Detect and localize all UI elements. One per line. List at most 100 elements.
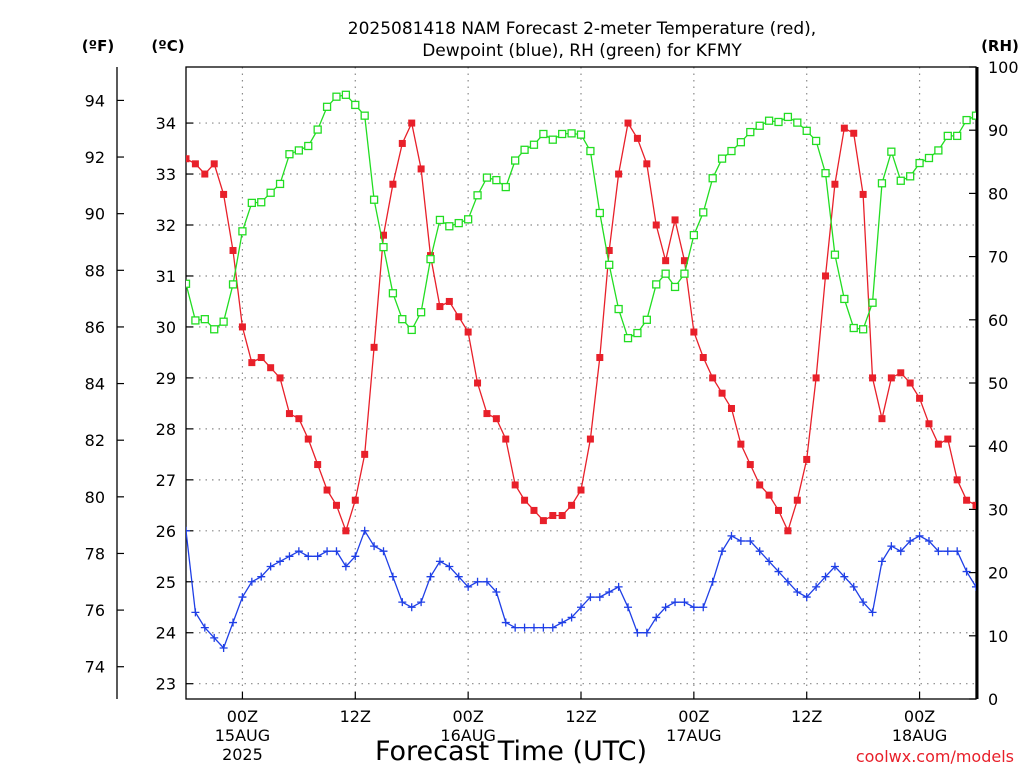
rh-point bbox=[868, 298, 877, 307]
dewpoint-point bbox=[718, 547, 727, 556]
rh-point bbox=[407, 325, 416, 335]
rh-point bbox=[416, 308, 426, 317]
rh-point bbox=[435, 215, 445, 225]
rh-tick-label: 0 bbox=[988, 690, 998, 709]
dewpoint-point bbox=[586, 593, 595, 602]
dewpoint-point bbox=[445, 562, 454, 571]
time-tick-hour-label: 00Z bbox=[678, 707, 709, 726]
rh-point bbox=[275, 179, 285, 189]
temperature-point bbox=[314, 461, 322, 469]
rh-point bbox=[398, 315, 407, 324]
temperature-point bbox=[492, 415, 500, 423]
temperature-point bbox=[530, 506, 538, 514]
temperature-point bbox=[257, 354, 265, 362]
temperature-point bbox=[351, 496, 359, 504]
rh-point bbox=[558, 129, 567, 139]
temperature-point bbox=[671, 216, 679, 224]
temperature-point bbox=[342, 527, 350, 535]
dewpoint-point bbox=[699, 603, 708, 612]
dewpoint-point bbox=[276, 557, 285, 566]
dewpoint-point bbox=[671, 598, 680, 607]
rh-tick-label: 70 bbox=[988, 248, 1008, 267]
dewpoint-point bbox=[229, 618, 238, 627]
rh-point bbox=[953, 131, 962, 141]
rh-tick-label: 30 bbox=[988, 500, 1008, 519]
fahrenheit-tick-label: 80 bbox=[85, 488, 105, 507]
temperature-point bbox=[295, 415, 303, 423]
celsius-tick-label: 23 bbox=[156, 675, 176, 694]
dewpoint-point bbox=[379, 547, 388, 556]
dewpoint-point bbox=[849, 582, 858, 591]
chart-subtitle: Dewpoint (blue), RH (green) for KFMY bbox=[422, 41, 742, 61]
rh-point bbox=[840, 294, 849, 304]
temperature-point bbox=[709, 374, 717, 382]
temperature-point bbox=[775, 506, 782, 514]
dewpoint-point bbox=[595, 593, 604, 602]
rh-point bbox=[887, 147, 896, 156]
temperature-point bbox=[511, 481, 519, 489]
celsius-tick-label: 27 bbox=[156, 471, 176, 490]
dewpoint-point bbox=[887, 542, 896, 551]
rh-point bbox=[322, 102, 332, 111]
fahrenheit-tick-label: 90 bbox=[85, 205, 105, 224]
celsius-tick-label: 34 bbox=[156, 114, 176, 133]
rh-tick-label: 90 bbox=[988, 121, 1008, 140]
rh-series bbox=[186, 90, 976, 343]
dewpoint-point bbox=[520, 623, 529, 632]
rh-point bbox=[802, 126, 811, 135]
fahrenheit-tick-label: 86 bbox=[85, 318, 105, 337]
temperature-point bbox=[887, 374, 895, 382]
rh-point bbox=[821, 169, 830, 178]
temperature-point bbox=[267, 364, 275, 372]
rh-point bbox=[351, 100, 360, 110]
dewpoint-point bbox=[567, 613, 576, 622]
rh-point bbox=[783, 112, 793, 122]
temperature-point bbox=[285, 410, 293, 418]
temperature-point bbox=[897, 369, 905, 377]
time-tick-year-label: 2025 bbox=[222, 745, 263, 764]
rh-point bbox=[962, 115, 971, 125]
temperature-point bbox=[238, 323, 246, 331]
rh-point bbox=[388, 289, 398, 298]
dewpoint-point bbox=[765, 557, 774, 566]
rh-point bbox=[670, 282, 680, 292]
temperature-point bbox=[615, 170, 623, 178]
temperature-point bbox=[201, 170, 209, 178]
temperature-point bbox=[398, 139, 406, 147]
rh-point bbox=[858, 325, 868, 334]
temperature-point bbox=[483, 410, 491, 418]
celsius-tick-label: 33 bbox=[156, 165, 176, 184]
dewpoint-point bbox=[539, 623, 548, 632]
dewpoint-point bbox=[548, 623, 557, 632]
temperature-point bbox=[756, 481, 764, 489]
temperature-point bbox=[191, 160, 199, 168]
dewpoint-point bbox=[943, 547, 952, 556]
rh-point bbox=[661, 269, 670, 278]
temperature-point bbox=[539, 517, 547, 525]
temperature-point bbox=[972, 501, 976, 509]
dewpoint-point bbox=[313, 552, 322, 561]
chart-title: 2025081418 NAM Forecast 2-meter Temperat… bbox=[348, 19, 816, 39]
celsius-tick-label: 31 bbox=[156, 267, 176, 286]
dewpoint-point bbox=[200, 623, 209, 632]
rh-point bbox=[482, 173, 492, 182]
dewpoint-point bbox=[351, 552, 360, 561]
time-tick-date-label: 17AUG bbox=[666, 726, 721, 745]
rh-point bbox=[934, 146, 943, 155]
rh-tick-label: 10 bbox=[988, 627, 1008, 646]
dewpoint-point bbox=[746, 537, 755, 545]
rh-tick-label: 60 bbox=[988, 311, 1008, 330]
rh-point bbox=[924, 153, 934, 163]
rh-tick-label: 40 bbox=[988, 437, 1008, 456]
celsius-tick-label: 29 bbox=[156, 369, 176, 388]
celsius-unit-label: (ºC) bbox=[151, 37, 184, 55]
rh-point bbox=[623, 333, 633, 343]
rh-point bbox=[463, 215, 473, 224]
celsius-tick-label: 32 bbox=[156, 216, 176, 235]
rh-point bbox=[717, 154, 727, 163]
dewpoint-point bbox=[840, 572, 849, 581]
dewpoint-point bbox=[388, 572, 397, 581]
temperature-point bbox=[963, 496, 971, 504]
rh-point bbox=[492, 175, 501, 185]
temperature-point bbox=[332, 501, 340, 509]
